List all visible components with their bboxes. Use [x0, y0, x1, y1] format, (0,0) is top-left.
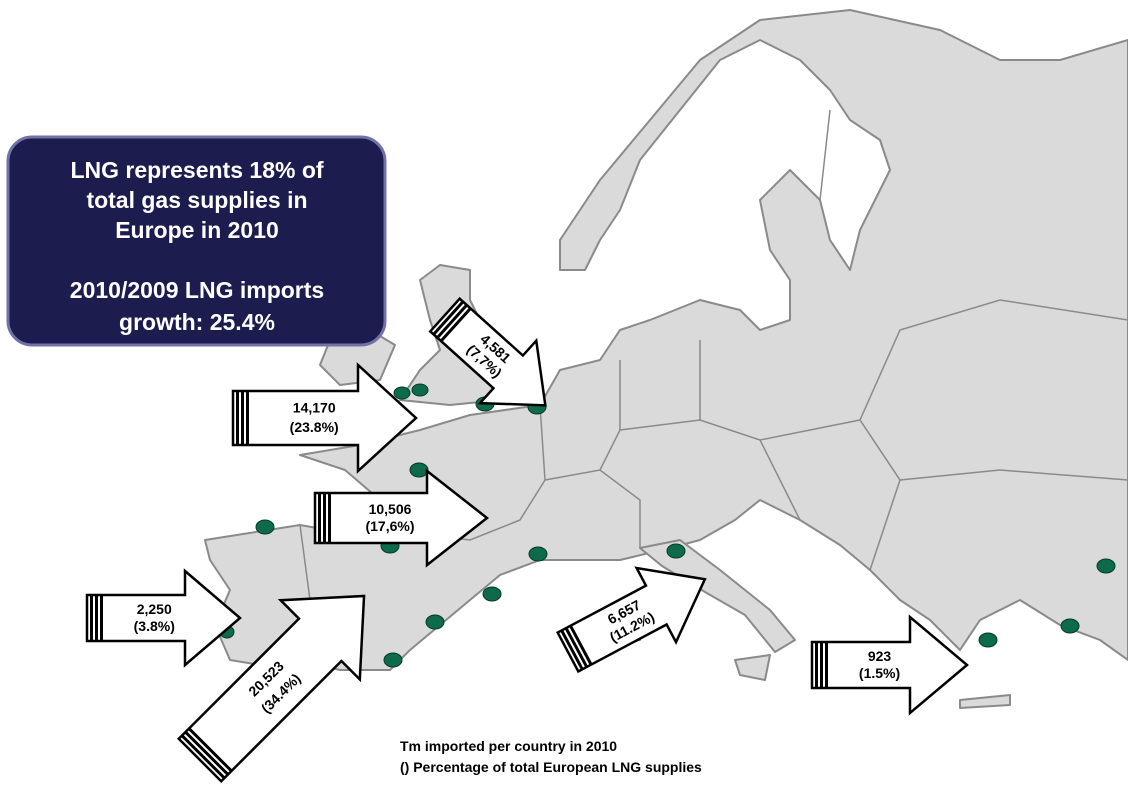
arrow-stripe	[825, 642, 828, 688]
arrow-stripe	[236, 391, 239, 445]
import-arrow: 2,250(3.8%)	[85, 568, 242, 668]
arrow-stripe	[318, 493, 321, 543]
arrow-stripe	[323, 493, 326, 543]
info-line: Europe in 2010	[115, 217, 279, 243]
arrow-value: 2,250	[137, 601, 172, 617]
arrow-value: 923	[868, 648, 892, 664]
import-arrow: 10,506(17,6%)	[313, 468, 490, 568]
arrow-share: (1.5%)	[859, 665, 900, 681]
import-arrow: 6,657(11.2%)	[555, 566, 707, 674]
footnote: Tm imported per country in 2010	[400, 738, 617, 754]
arrow-share: (23.8%)	[290, 419, 339, 435]
arrow-shape	[85, 568, 242, 668]
terminal	[1096, 558, 1116, 574]
crete	[959, 694, 1011, 709]
arrow-stripe	[564, 627, 589, 668]
terminal	[978, 632, 998, 648]
terminal	[666, 543, 686, 559]
info-line: growth: 25.4%	[119, 309, 275, 335]
terminal	[393, 386, 411, 400]
arrow-stripe	[184, 731, 229, 776]
arrow-value: 10,506	[369, 501, 412, 517]
terminal	[383, 652, 403, 668]
arrow-stripe	[432, 300, 465, 336]
info-box: LNG represents 18% of total gas supplies…	[6, 135, 387, 347]
arrow-shape	[313, 468, 490, 568]
sicily	[734, 654, 771, 681]
info-line: LNG represents 18% of	[70, 157, 323, 183]
info-line: total gas supplies in	[86, 187, 307, 213]
import-arrow: 4,581(7,7%)	[428, 296, 547, 407]
arrow-shape	[555, 566, 707, 674]
arrow-stripe	[90, 595, 93, 641]
footnote: () Percentage of total European LNG supp…	[400, 759, 702, 775]
terminal	[255, 519, 275, 535]
terminal	[528, 546, 548, 562]
info-line: 2010/2009 LNG imports	[70, 277, 324, 303]
import-arrow: 923(1.5%)	[810, 614, 969, 716]
terminal	[411, 383, 429, 397]
arrow-stripe	[328, 493, 331, 543]
arrow-stripe	[820, 642, 823, 688]
arrow-shape	[177, 594, 366, 783]
arrow-stripe	[560, 629, 584, 671]
arrow-stripe	[95, 595, 98, 641]
terminal	[1060, 618, 1080, 634]
terminal	[425, 614, 445, 630]
terminal	[409, 462, 429, 478]
arrow-stripe	[436, 304, 468, 339]
arrow-stripe	[246, 391, 249, 445]
arrows: 14,170 (23.8%) 10,506(17,6%) 2,250(3.8%)20,…	[85, 296, 969, 783]
info-box-background	[6, 135, 387, 347]
arrow-stripe	[569, 625, 593, 666]
arrow-stripe	[439, 307, 472, 343]
arrow-stripe	[180, 734, 226, 780]
arrow-share: (3.8%)	[134, 618, 175, 634]
arrow-shape	[231, 362, 418, 474]
arrow-shape	[810, 614, 969, 716]
import-arrow: 20,523(34.4%)	[177, 594, 366, 783]
terminal	[482, 586, 502, 602]
arrow-stripe	[100, 595, 103, 641]
import-arrow: 14,170 (23.8%)	[231, 362, 418, 474]
arrow-stripe	[815, 642, 818, 688]
arrow-value: 14,170	[293, 400, 336, 416]
arrow-stripe	[241, 391, 244, 445]
arrow-stripe	[187, 727, 233, 773]
arrow-share: (17,6%)	[365, 518, 414, 534]
